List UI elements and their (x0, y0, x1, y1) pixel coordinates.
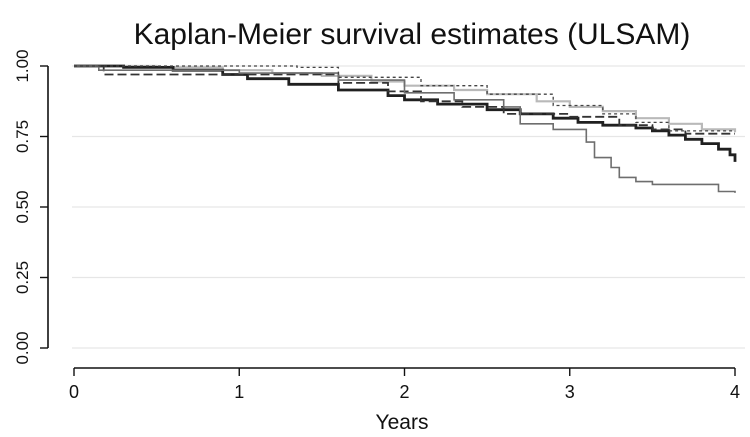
survival-curve-3 (74, 65, 735, 135)
x-tick-label-2: 2 (399, 382, 409, 402)
y-tick-label-1: 0.25 (13, 261, 32, 294)
y-tick-label-0: 0.00 (13, 331, 32, 364)
survival-curve-5 (74, 65, 735, 132)
y-axis-ticks: 0.00 0.25 0.50 0.75 1.00 (13, 49, 48, 365)
x-tick-label-4: 4 (730, 382, 740, 402)
y-tick-label-4: 1.00 (13, 49, 32, 82)
x-tick-label-0: 0 (69, 382, 79, 402)
x-axis-label: Years (376, 411, 429, 434)
x-tick-label-1: 1 (234, 382, 244, 402)
y-tick-label-2: 0.50 (13, 190, 32, 223)
survival-curve-1 (74, 64, 737, 133)
x-axis-ticks: 0 1 2 3 4 (69, 368, 740, 402)
x-tick-label-3: 3 (565, 382, 575, 402)
gridlines (72, 65, 745, 349)
chart-title: Kaplan-Meier survival estimates (ULSAM) (134, 18, 691, 51)
survival-curve-4 (74, 65, 736, 193)
survival-curves (74, 64, 737, 193)
y-tick-label-3: 0.75 (13, 120, 32, 153)
